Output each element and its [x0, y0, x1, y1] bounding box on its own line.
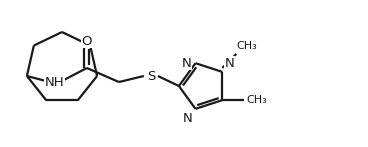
Text: CH₃: CH₃	[236, 41, 257, 51]
Text: O: O	[82, 35, 92, 47]
Text: N: N	[182, 57, 191, 70]
Text: S: S	[147, 70, 155, 82]
Text: N: N	[183, 112, 192, 125]
Text: CH₃: CH₃	[246, 95, 267, 105]
Text: NH: NH	[45, 76, 65, 88]
Text: N: N	[224, 57, 234, 70]
